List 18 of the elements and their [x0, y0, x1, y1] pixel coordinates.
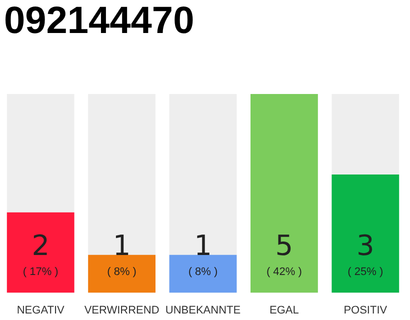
- chart-title: 092144470: [4, 0, 194, 43]
- data-label: ( 8% ): [188, 266, 218, 278]
- annotation: 1: [112, 229, 131, 262]
- bar: [88, 254, 156, 293]
- data-label: ( 8% ): [107, 266, 136, 278]
- x-tick-label: NEGATIV: [16, 304, 65, 316]
- annotation: 3: [356, 229, 374, 262]
- annotation: 5: [275, 229, 294, 262]
- annotation: 1: [194, 229, 212, 262]
- bar: [169, 254, 237, 293]
- data-label: ( 42% ): [266, 266, 302, 278]
- annotation: 2: [32, 229, 50, 262]
- data-label: ( 25% ): [348, 266, 384, 278]
- x-tick-label: UNBEKANNTE: [165, 304, 241, 316]
- x-tick-label: EGAL: [270, 304, 299, 316]
- data-label: ( 17% ): [22, 266, 58, 278]
- x-tick-label: VERWIRREND: [84, 304, 160, 316]
- x-tick-label: POSITIV: [344, 304, 388, 316]
